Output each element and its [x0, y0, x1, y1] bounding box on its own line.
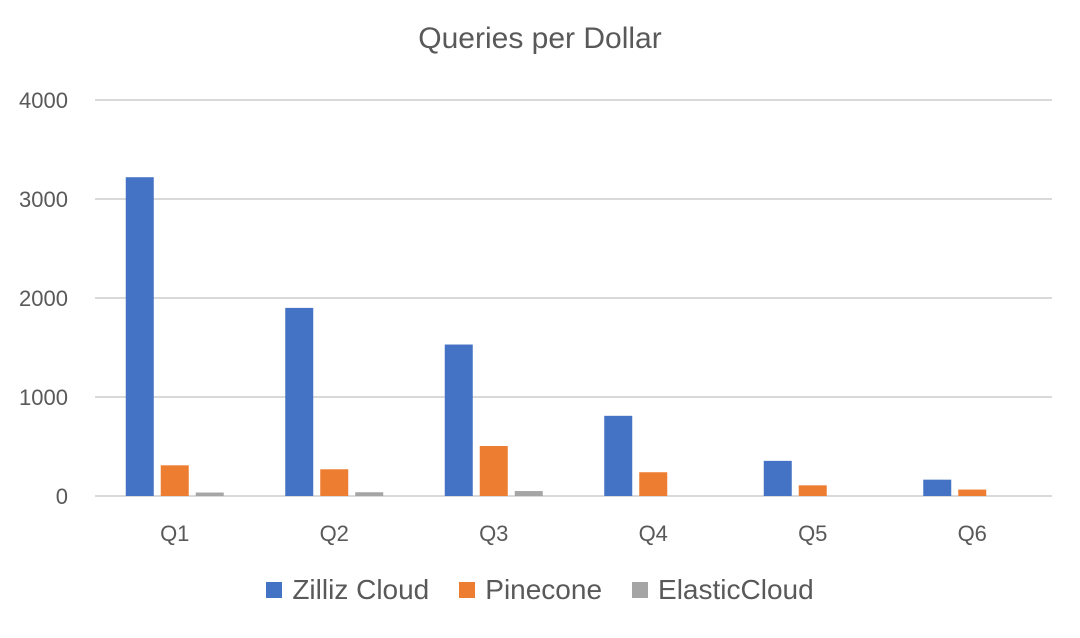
legend-item-pinecone[interactable]: Pinecone	[459, 574, 602, 606]
legend-swatch-elasticcloud	[632, 582, 649, 598]
legend-item-elasticcloud[interactable]: ElasticCloud	[632, 574, 814, 606]
legend: Zilliz Cloud Pinecone ElasticCloud	[0, 574, 1080, 606]
legend-label-pinecone: Pinecone	[485, 574, 603, 605]
x-tick-label-q3: Q3	[479, 521, 508, 546]
bar-pinecone-q4[interactable]	[639, 472, 668, 496]
legend-item-zilliz-cloud[interactable]: Zilliz Cloud	[266, 574, 429, 606]
legend-swatch-pinecone	[459, 582, 476, 598]
bar-pinecone-q3[interactable]	[479, 446, 508, 496]
x-tick-label-q2: Q2	[320, 521, 349, 546]
bar-pinecone-q6[interactable]	[958, 489, 987, 496]
chart-title: Queries per Dollar	[418, 22, 662, 55]
bar-zilliz-cloud-q1[interactable]	[125, 177, 154, 496]
x-tick-label-q6: Q6	[958, 521, 987, 546]
legend-swatch-zilliz-cloud	[266, 582, 283, 598]
y-tick-label-4: 4000	[19, 88, 68, 113]
bar-elasticcloud-q3[interactable]	[514, 491, 543, 496]
bar-elasticcloud-q1[interactable]	[195, 492, 224, 496]
bar-zilliz-cloud-q3[interactable]	[444, 344, 473, 496]
y-tick-label-1: 1000	[19, 385, 68, 410]
bar-pinecone-q2[interactable]	[320, 469, 349, 496]
legend-label-elasticcloud: ElasticCloud	[658, 574, 814, 605]
bar-pinecone-q5[interactable]	[798, 485, 827, 496]
bar-zilliz-cloud-q5[interactable]	[763, 460, 792, 496]
y-tick-label-3: 3000	[19, 187, 68, 212]
bar-zilliz-cloud-q2[interactable]	[285, 307, 314, 496]
x-tick-label-q4: Q4	[639, 521, 668, 546]
bar-zilliz-cloud-q6[interactable]	[923, 479, 952, 496]
x-tick-label-q5: Q5	[798, 521, 827, 546]
bar-pinecone-q1[interactable]	[160, 465, 189, 496]
bar-zilliz-cloud-q4[interactable]	[604, 415, 633, 496]
legend-label-zilliz-cloud: Zilliz Cloud	[292, 574, 430, 605]
bar-elasticcloud-q2[interactable]	[355, 492, 384, 496]
y-tick-label-2: 2000	[19, 286, 68, 311]
x-tick-label-q1: Q1	[160, 521, 189, 546]
y-tick-label-0: 0	[56, 484, 68, 509]
